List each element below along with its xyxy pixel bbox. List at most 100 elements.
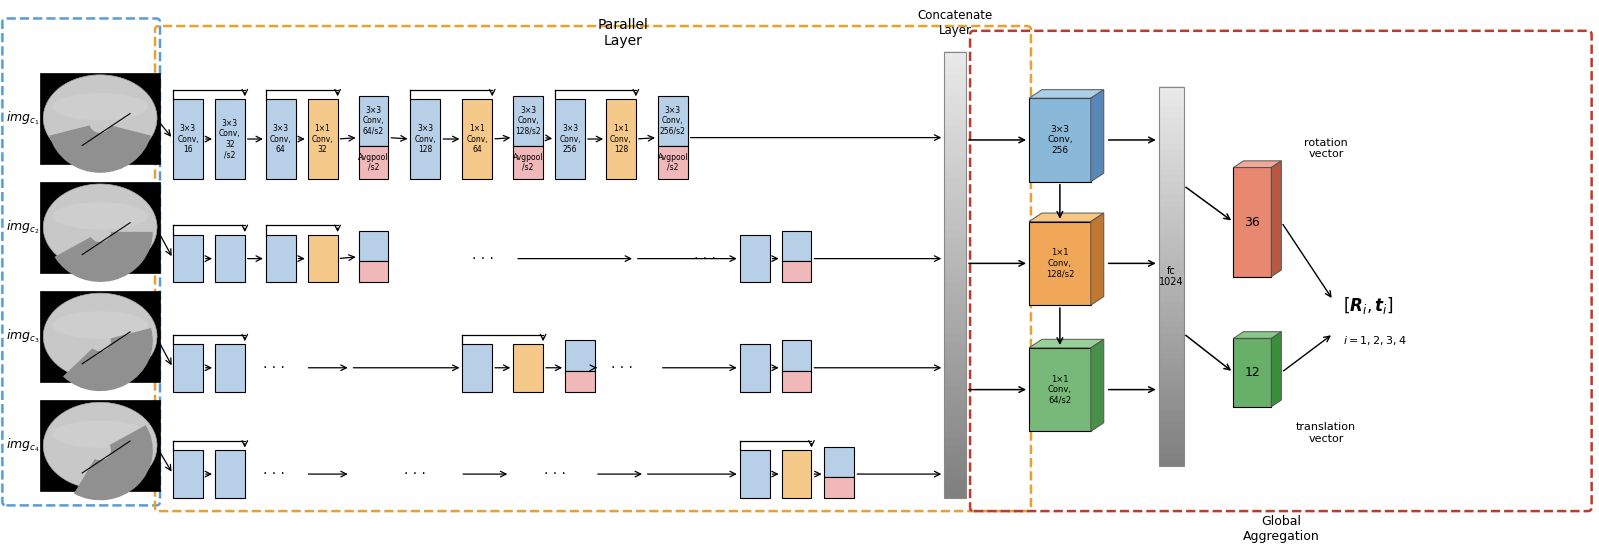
Bar <box>943 460 966 468</box>
Bar <box>943 319 966 327</box>
Bar <box>1030 222 1091 305</box>
Bar <box>657 96 688 146</box>
Bar <box>943 155 966 163</box>
Wedge shape <box>62 328 154 391</box>
Text: Avgpool
/s2: Avgpool /s2 <box>358 153 389 172</box>
Bar <box>943 133 966 141</box>
Bar <box>1233 167 1271 277</box>
Bar <box>214 99 245 179</box>
Bar <box>462 344 492 391</box>
Bar <box>1159 219 1183 226</box>
Bar <box>943 423 966 431</box>
Bar <box>214 235 245 282</box>
Bar <box>740 235 769 282</box>
Bar <box>214 344 245 391</box>
Text: 1×1
Conv,
32: 1×1 Conv, 32 <box>312 124 334 154</box>
Bar <box>1159 131 1183 137</box>
Bar <box>1159 93 1183 100</box>
Bar <box>1159 352 1183 359</box>
Bar <box>1159 314 1183 321</box>
Bar <box>173 99 203 179</box>
Bar <box>943 215 966 223</box>
Bar <box>1030 98 1091 181</box>
Bar <box>943 438 966 446</box>
Bar <box>1159 276 1183 283</box>
Text: Avgpool
/s2: Avgpool /s2 <box>657 153 688 172</box>
Bar <box>173 235 203 282</box>
Text: $img_{c_1}$: $img_{c_1}$ <box>6 110 40 127</box>
Bar <box>1159 327 1183 334</box>
Bar <box>1159 99 1183 106</box>
Bar <box>1030 348 1091 431</box>
Bar <box>358 231 389 262</box>
Bar <box>1159 282 1183 289</box>
Bar <box>1159 118 1183 125</box>
Bar <box>1159 359 1183 365</box>
Text: $img_{c_2}$: $img_{c_2}$ <box>6 219 40 236</box>
Ellipse shape <box>53 202 149 229</box>
Bar <box>943 118 966 126</box>
Bar <box>943 237 966 245</box>
Wedge shape <box>50 125 150 173</box>
Text: 3×3
Conv,
32
/s2: 3×3 Conv, 32 /s2 <box>219 119 241 159</box>
Bar <box>1159 295 1183 302</box>
Bar <box>943 364 966 371</box>
Bar <box>943 207 966 215</box>
Bar <box>943 267 966 275</box>
Bar <box>555 99 585 179</box>
Wedge shape <box>74 425 154 500</box>
Bar <box>1159 187 1183 195</box>
Text: $img_{c_4}$: $img_{c_4}$ <box>6 437 40 455</box>
Bar <box>1159 320 1183 328</box>
Text: $[\boldsymbol{R}_i, \boldsymbol{t}_i]$: $[\boldsymbol{R}_i, \boldsymbol{t}_i]$ <box>1343 295 1394 316</box>
Bar <box>1159 124 1183 131</box>
Text: 1×1
Conv,
64/s2: 1×1 Conv, 64/s2 <box>1047 375 1071 404</box>
Bar <box>513 344 544 391</box>
Bar <box>943 185 966 193</box>
Ellipse shape <box>43 293 157 380</box>
Bar <box>411 99 440 179</box>
Bar <box>943 252 966 260</box>
Bar <box>1159 365 1183 372</box>
Bar <box>943 326 966 334</box>
Text: $i=1,2,3,4$: $i=1,2,3,4$ <box>1343 334 1407 347</box>
Bar <box>1159 194 1183 201</box>
Bar <box>1159 428 1183 435</box>
Bar <box>1159 181 1183 188</box>
Bar <box>1159 403 1183 409</box>
Bar <box>943 393 966 401</box>
Bar <box>782 231 811 262</box>
Text: Avgpool
/s2: Avgpool /s2 <box>513 153 544 172</box>
Bar <box>657 146 688 179</box>
Bar <box>1159 105 1183 112</box>
Text: 3×3
Conv,
256/s2: 3×3 Conv, 256/s2 <box>660 106 686 136</box>
Bar <box>943 282 966 289</box>
Bar <box>1159 86 1183 93</box>
Bar <box>1159 156 1183 163</box>
Bar <box>943 445 966 453</box>
Bar <box>1159 346 1183 353</box>
Bar <box>1159 137 1183 144</box>
Bar <box>943 59 966 66</box>
Bar <box>782 371 811 391</box>
Polygon shape <box>1091 340 1103 431</box>
Polygon shape <box>1091 213 1103 305</box>
Bar <box>1159 213 1183 220</box>
Bar <box>943 52 966 498</box>
Text: 3×3
Conv,
256: 3×3 Conv, 256 <box>560 124 580 154</box>
Bar <box>173 344 203 391</box>
Bar <box>943 341 966 349</box>
Bar <box>943 178 966 185</box>
Bar <box>943 378 966 386</box>
Polygon shape <box>1233 332 1281 338</box>
Bar <box>943 334 966 342</box>
Bar <box>782 450 811 498</box>
Bar <box>943 51 966 59</box>
Bar <box>1159 301 1183 308</box>
Bar <box>40 291 160 382</box>
Bar <box>173 450 203 498</box>
Wedge shape <box>54 232 154 282</box>
Bar <box>943 431 966 438</box>
Bar <box>1159 447 1183 454</box>
Bar <box>606 99 636 179</box>
